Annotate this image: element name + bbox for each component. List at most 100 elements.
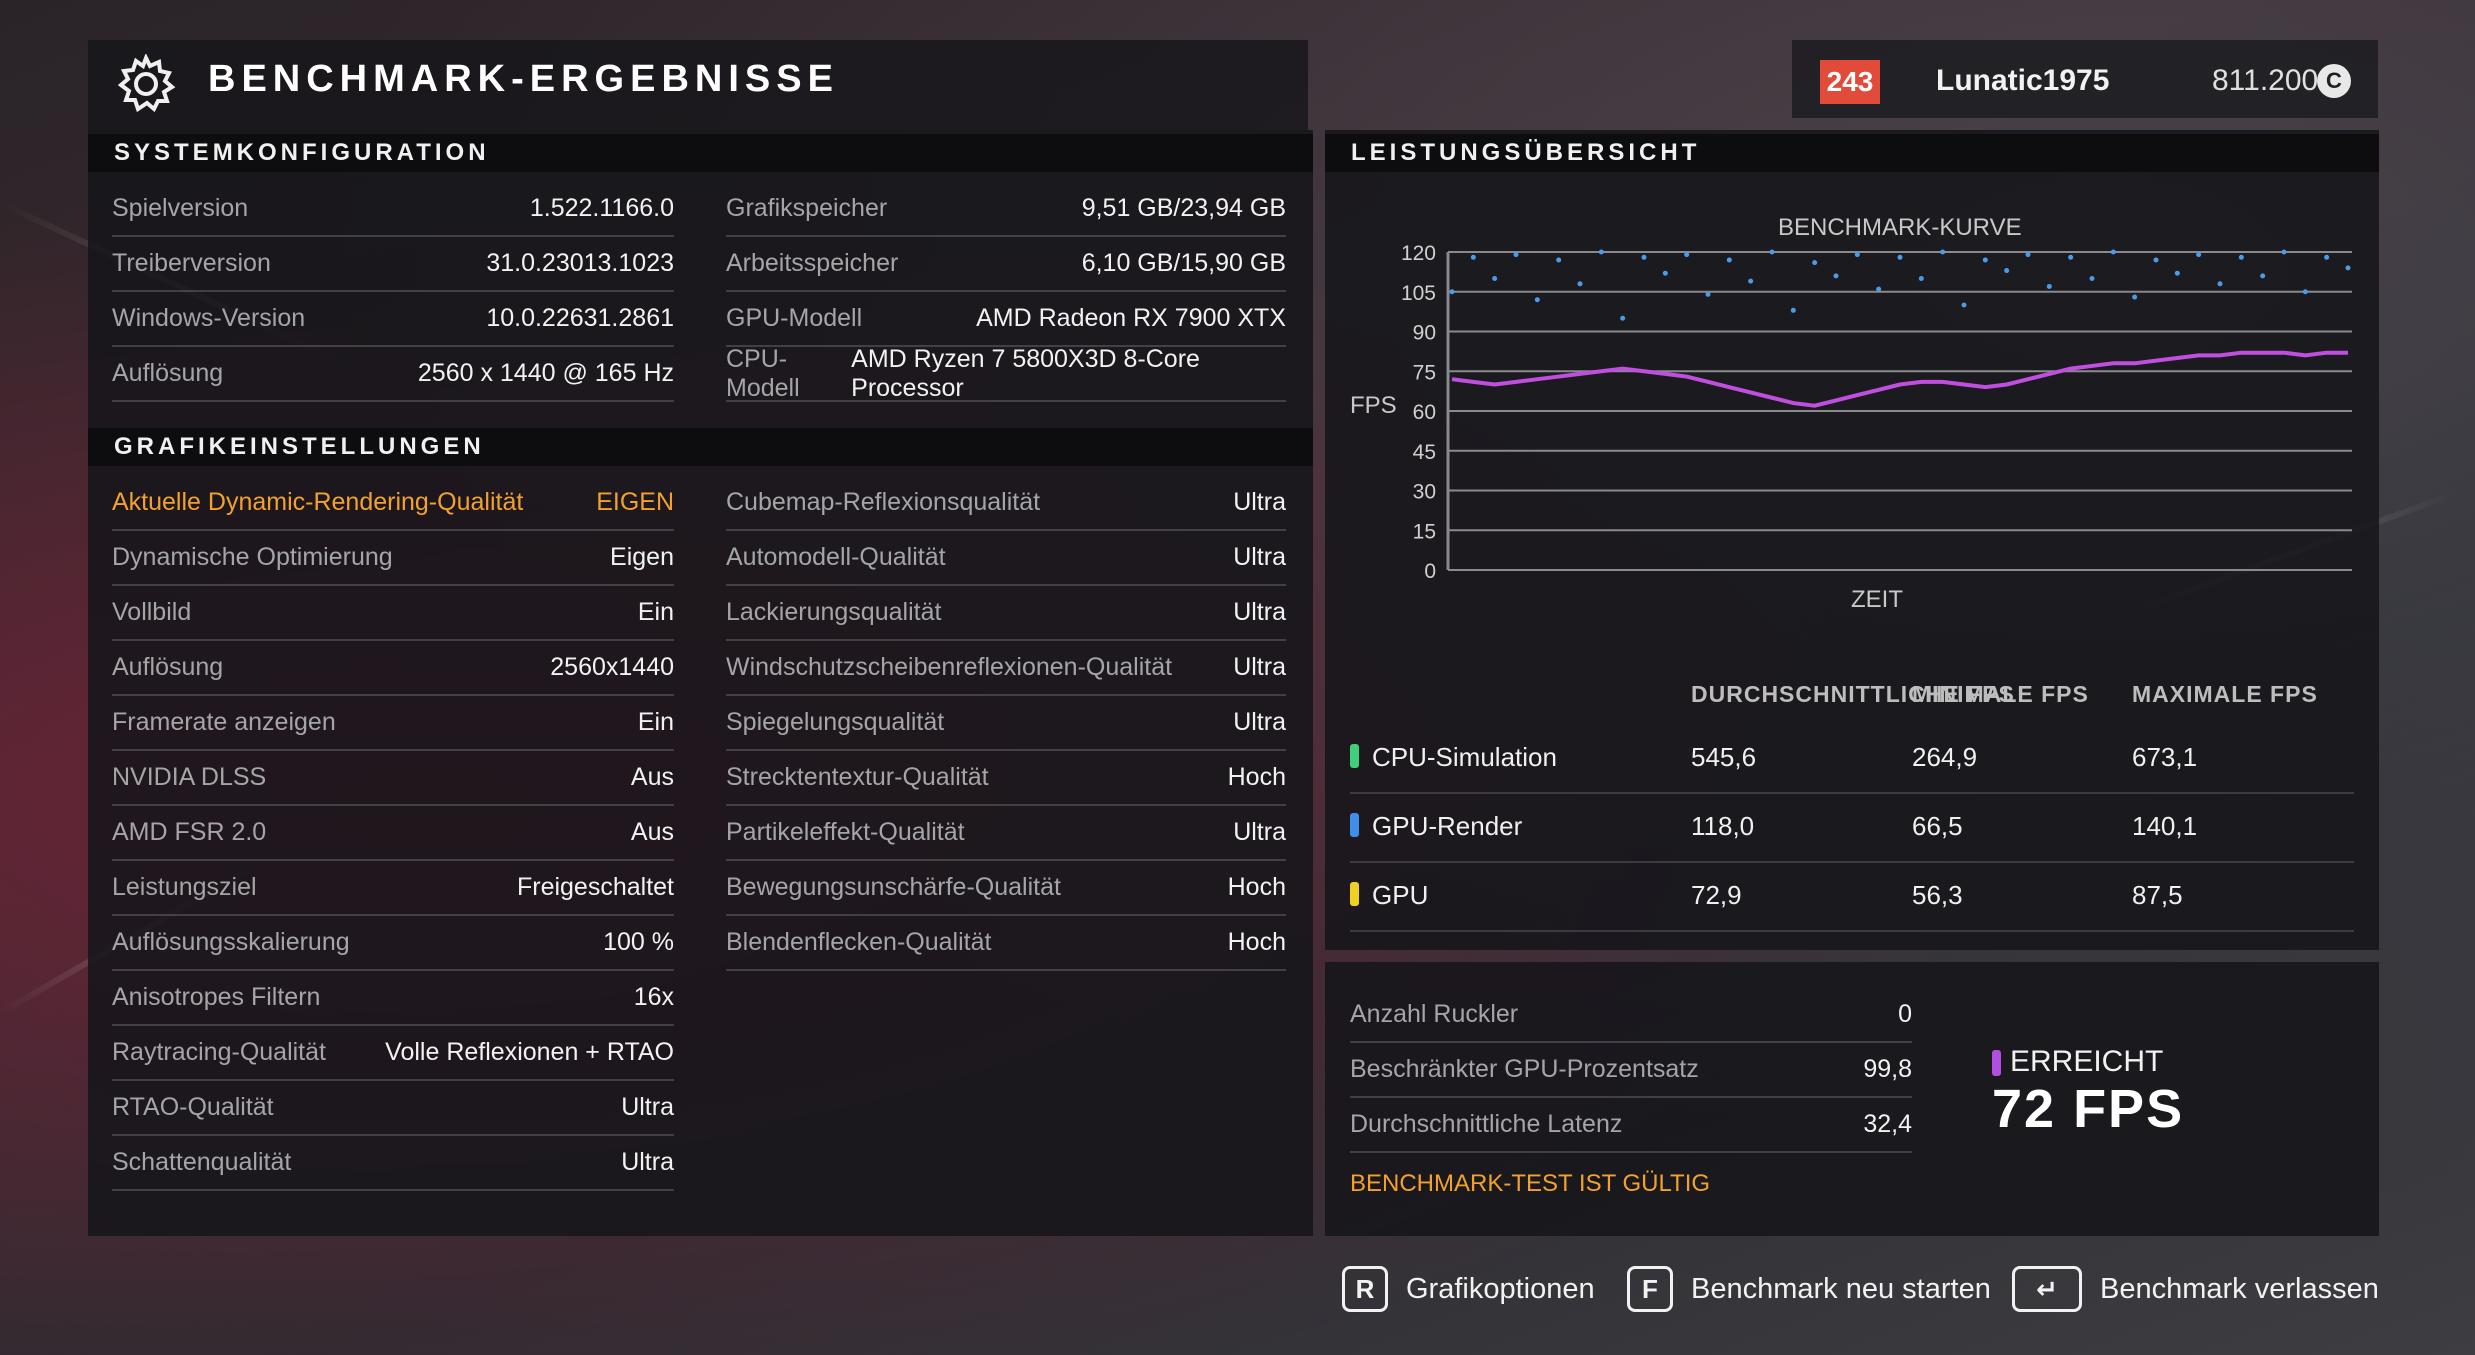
gpu-render-point <box>1876 286 1882 292</box>
setting-label: Strecktentextur-Qualität <box>726 763 989 791</box>
setting-label: NVIDIA DLSS <box>112 763 267 791</box>
setting-row: AMD FSR 2.0 Aus <box>112 806 674 861</box>
gpu-fps-line <box>1451 350 2348 408</box>
button-label: Benchmark verlassen <box>2100 1272 2379 1305</box>
gpu-render-point <box>2110 249 2116 255</box>
setting-label: Auflösungsskalierung <box>112 928 350 956</box>
gpu-render-point <box>1833 273 1839 279</box>
col-avg-header: DURCHSCHNITTLICHE FPS <box>1691 681 2015 707</box>
stats-name: GPU <box>1372 880 1429 910</box>
gpu-render-point <box>2324 254 2330 260</box>
gpu-render-point <box>1812 260 1818 266</box>
stats-max: 140,1 <box>2132 811 2198 841</box>
setting-value: 10.0.22631.2861 <box>486 304 674 332</box>
col-min-header: MINIMALE FPS <box>1912 681 2089 707</box>
setting-row: Spiegelungsqualität Ultra <box>726 696 1286 751</box>
gpu-render-point <box>2174 270 2180 276</box>
setting-value: Hoch <box>1227 763 1286 791</box>
setting-label: Windows-Version <box>112 304 306 332</box>
gpu-render-point <box>1961 302 1967 308</box>
setting-value: Aus <box>630 763 674 791</box>
achieved-color-bar <box>1992 1050 2001 1076</box>
setting-label: Beschränkter GPU-Prozentsatz <box>1350 1055 1699 1083</box>
setting-value: Freigeschaltet <box>516 873 674 901</box>
valid-status: BENCHMARK-TEST IST GÜLTIG <box>1350 1170 1711 1197</box>
setting-label: Arbeitsspeicher <box>726 249 899 277</box>
setting-label: Bewegungsunschärfe-Qualität <box>726 873 1061 901</box>
restart-benchmark-button[interactable]: F Benchmark neu starten <box>1627 1266 1991 1312</box>
gpu-render-point <box>2260 273 2266 279</box>
setting-row: Spielversion 1.522.1166.0 <box>112 182 674 237</box>
setting-row: Lackierungsqualität Ultra <box>726 586 1286 641</box>
stats-avg: 72,9 <box>1691 880 1742 910</box>
setting-label: Durchschnittliche Latenz <box>1350 1110 1623 1138</box>
setting-row: Durchschnittliche Latenz 32,4 <box>1350 1098 1912 1153</box>
setting-label: Automodell-Qualität <box>726 543 946 571</box>
button-label: Grafikoptionen <box>1406 1272 1595 1305</box>
y-tick-label: 45 <box>1413 441 1436 464</box>
stats-row: GPU-Render 118,0 66,5 140,1 <box>1350 793 2354 863</box>
gpu-render-point <box>1556 257 1562 263</box>
graphics-left-list: Aktuelle Dynamic-Rendering-Qualität EIGEN… <box>112 476 674 1191</box>
gpu-render-point <box>1748 278 1754 284</box>
setting-row: NVIDIA DLSS Aus <box>112 751 674 806</box>
gpu-render-point <box>1940 249 1946 255</box>
stats-min: 66,5 <box>1912 811 1963 841</box>
user-bar <box>1792 40 2378 118</box>
setting-value: 31.0.23013.1023 <box>486 249 674 277</box>
setting-label: CPU-Modell <box>726 344 800 402</box>
gpu-render-point <box>2068 254 2074 260</box>
title-bar <box>88 40 1308 130</box>
overview-panel <box>1325 130 2379 950</box>
setting-label: Blendenflecken-Qualität <box>726 928 992 956</box>
achieved-fps: 72 FPS <box>1992 1079 2185 1139</box>
rank-badge: 243 <box>1820 60 1880 104</box>
setting-row: Vollbild Ein <box>112 586 674 641</box>
summary-panel <box>1325 962 2379 1236</box>
series-color-dot <box>1350 813 1359 837</box>
setting-value: 2560x1440 <box>550 653 674 681</box>
setting-value: Ein <box>637 708 674 736</box>
setting-label: RTAO-Qualität <box>112 1093 274 1121</box>
setting-label: Lackierungsqualität <box>726 598 942 626</box>
setting-value: Volle Reflexionen + RTAO <box>385 1038 674 1066</box>
setting-value: Ultra <box>1233 598 1286 626</box>
setting-value: 2560 x 1440 @ 165 Hz <box>417 359 674 387</box>
gpu-render-point <box>2089 276 2095 281</box>
setting-value: Ultra <box>1233 488 1286 516</box>
setting-row: Arbeitsspeicher 6,10 GB/15,90 GB <box>726 237 1286 292</box>
graphics-options-button[interactable]: R Grafikoptionen <box>1342 1266 1595 1312</box>
y-tick-label: 105 <box>1401 282 1436 305</box>
gpu-render-point <box>1769 249 1775 255</box>
gpu-render-point <box>1534 297 1540 303</box>
setting-value: Ultra <box>621 1093 674 1121</box>
setting-value: 0 <box>1898 1000 1912 1028</box>
gpu-render-point <box>2302 289 2308 295</box>
gpu-render-point <box>2153 257 2159 263</box>
setting-row: Framerate anzeigen Ein <box>112 696 674 751</box>
exit-benchmark-button[interactable]: ↵ Benchmark verlassen <box>2012 1266 2379 1312</box>
setting-value: Hoch <box>1227 928 1286 956</box>
gpu-render-point <box>1598 249 1604 255</box>
page-title: BENCHMARK-ERGEBNISSE <box>208 58 839 100</box>
setting-label: Treiberversion <box>112 249 271 277</box>
gpu-render-point <box>2004 268 2010 274</box>
gpu-render-point <box>1982 257 1988 263</box>
key-r-icon: R <box>1342 1266 1388 1312</box>
enter-key-icon: ↵ <box>2012 1266 2082 1312</box>
setting-label: Auflösung <box>112 653 224 681</box>
setting-label: Dynamische Optimierung <box>112 543 393 571</box>
achieved-label: ERREICHT <box>2010 1045 2164 1078</box>
setting-value: AMD Ryzen 7 5800X3D 8-Core Processor <box>851 344 1200 402</box>
setting-label: Raytracing-Qualität <box>112 1038 326 1066</box>
setting-label: Partikeleffekt-Qualität <box>726 818 965 846</box>
chart-xlabel: ZEIT <box>1851 586 1903 613</box>
setting-value: AMD Radeon RX 7900 XTX <box>976 304 1286 332</box>
setting-row: Auflösungsskalierung 100 % <box>112 916 674 971</box>
y-tick-label: 15 <box>1413 520 1436 543</box>
setting-value: Eigen <box>610 543 674 571</box>
setting-value: 9,51 GB/23,94 GB <box>1081 194 1286 222</box>
setting-row: Blendenflecken-Qualität Hoch <box>726 916 1286 971</box>
gpu-render-point <box>2046 283 2052 289</box>
y-tick-label: 60 <box>1413 401 1436 424</box>
